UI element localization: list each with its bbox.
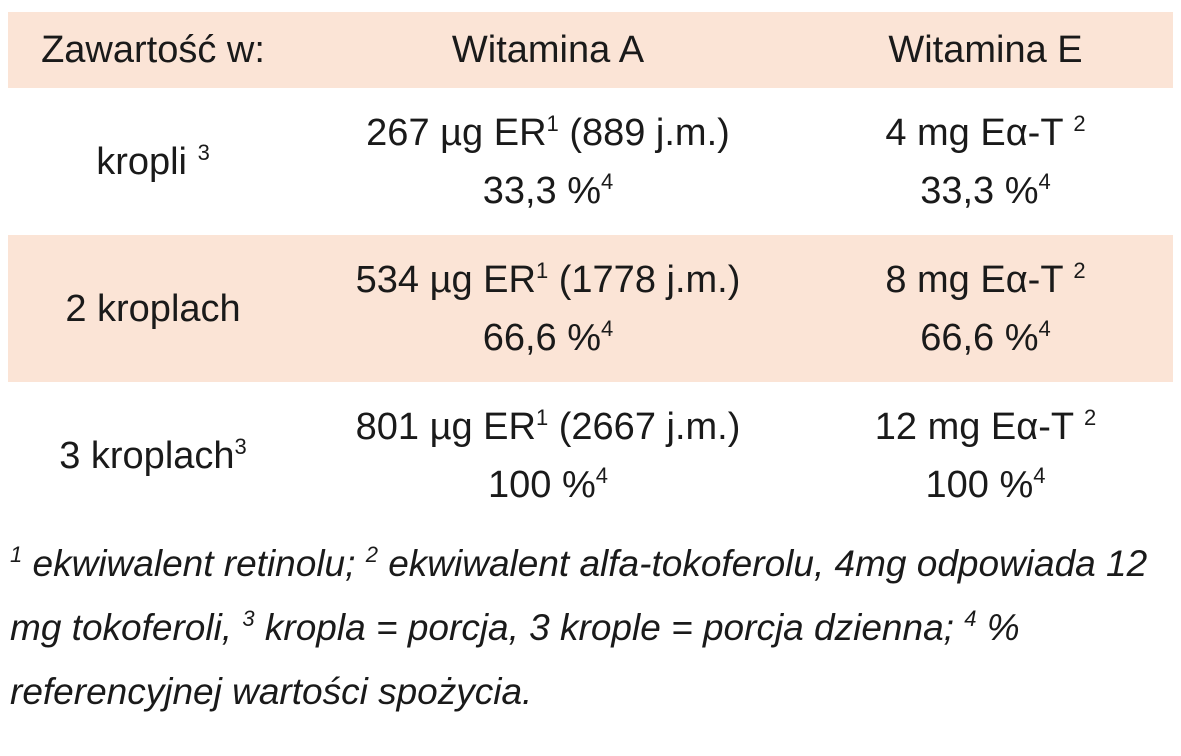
header-row: Zawartość w: Witamina A Witamina E [8, 12, 1173, 88]
footnote: 2 ekwiwalent alfa-tokoferolu, 4mg odpowi… [10, 543, 1147, 648]
row-label: 2 kroplach [8, 235, 298, 382]
superscript: 4 [601, 315, 614, 341]
cell-text: 100 % [925, 463, 1034, 506]
value-cell: 801 µg ER1 (2667 j.m.) 100 %4 [298, 382, 798, 529]
table-row: 2 kroplach 534 µg ER1 (1778 j.m.) 66,6 %4 8… [8, 235, 1173, 382]
cell-line: 3 kroplach3 [8, 427, 298, 485]
superscript: 4 [595, 462, 608, 488]
footnote: 1 ekwiwalent retinolu; [10, 543, 355, 584]
cell-text: (889 j.m.) [558, 111, 730, 154]
cell-text: kropli [96, 140, 198, 183]
footnote-mark: 3 [242, 606, 255, 631]
row-label: kropli 3 [8, 88, 298, 235]
value-cell: 267 µg ER1 (889 j.m.) 33,3 %4 [298, 88, 798, 235]
table-row: kropli 3 267 µg ER1 (889 j.m.) 33,3 %4 4 mg… [8, 88, 1173, 235]
cell-line: 4 mg Eα-T 2 [798, 104, 1173, 162]
value-cell: 8 mg Eα-T 2 66,6 %4 [798, 235, 1173, 382]
cell-line: 534 µg ER1 (1778 j.m.) [298, 251, 798, 309]
superscript: 3 [234, 433, 247, 459]
cell-text: 8 mg Eα-T [885, 258, 1074, 301]
cell-text: 267 µg ER [366, 111, 547, 154]
footnote-text: % referencyjnej wartości spożycia. [10, 607, 1020, 712]
superscript: 4 [1038, 315, 1051, 341]
cell-text: 33,3 % [482, 169, 602, 212]
cell-line: 801 µg ER1 (2667 j.m.) [298, 398, 798, 456]
value-cell: 4 mg Eα-T 2 33,3 %4 [798, 88, 1173, 235]
cell-line: 100 %4 [798, 456, 1173, 514]
row-label: 3 kroplach3 [8, 382, 298, 529]
superscript: 2 [1073, 110, 1086, 136]
superscript: 4 [1033, 462, 1046, 488]
vitamin-table: Zawartość w: Witamina A Witamina E kropli 3… [8, 12, 1173, 529]
header-cell: Witamina E [798, 12, 1173, 88]
cell-text: 4 mg Eα-T [885, 111, 1074, 154]
superscript: 1 [535, 404, 549, 430]
footnote: 4 % referencyjnej wartości spożycia. [10, 607, 1020, 712]
cell-text: 100 % [488, 463, 596, 506]
cell-text: 2 kroplach [65, 287, 241, 330]
footnote-mark: 1 [10, 542, 23, 567]
cell-line: 267 µg ER1 (889 j.m.) [298, 104, 798, 162]
footnote: 3 kropla = porcja, 3 krople = porcja dzi… [242, 607, 954, 648]
cell-line: 66,6 %4 [298, 309, 798, 367]
cell-text: (1778 j.m.) [548, 258, 741, 301]
header-cell: Zawartość w: [8, 12, 298, 88]
table-row: 3 kroplach3 801 µg ER1 (2667 j.m.) 100 %4 1… [8, 382, 1173, 529]
cell-text: 3 kroplach [59, 434, 235, 477]
superscript: 2 [1073, 257, 1086, 283]
cell-text: 12 mg Eα-T [874, 405, 1084, 448]
superscript: 4 [601, 168, 614, 194]
superscript: 3 [197, 139, 210, 165]
cell-text: 66,6 % [482, 316, 602, 359]
value-cell: 534 µg ER1 (1778 j.m.) 66,6 %4 [298, 235, 798, 382]
header-cell: Witamina A [298, 12, 798, 88]
cell-line: 12 mg Eα-T 2 [798, 398, 1173, 456]
cell-text: 33,3 % [920, 169, 1039, 212]
footnote-mark: 2 [365, 542, 378, 567]
cell-line: 33,3 %4 [798, 162, 1173, 220]
cell-line: 33,3 %4 [298, 162, 798, 220]
superscript: 2 [1083, 404, 1097, 430]
cell-line: 66,6 %4 [798, 309, 1173, 367]
cell-text: (2667 j.m.) [548, 405, 741, 448]
cell-line: kropli 3 [8, 133, 298, 191]
footnote-text: ekwiwalent retinolu; [22, 543, 356, 584]
cell-line: 2 kroplach [8, 280, 298, 338]
superscript: 4 [1038, 168, 1051, 194]
superscript: 1 [546, 110, 559, 136]
footnotes: 1 ekwiwalent retinolu; 2 ekwiwalent alfa… [10, 532, 1175, 724]
cell-line: 8 mg Eα-T 2 [798, 251, 1173, 309]
footnote-text: ekwiwalent alfa-tokoferolu, 4mg odpowiad… [10, 543, 1148, 648]
value-cell: 12 mg Eα-T 2 100 %4 [798, 382, 1173, 529]
superscript: 1 [535, 257, 549, 283]
footnote-mark: 4 [964, 606, 977, 631]
cell-line: 100 %4 [298, 456, 798, 514]
cell-text: 801 µg ER [355, 405, 536, 448]
cell-text: 534 µg ER [355, 258, 536, 301]
cell-text: 66,6 % [920, 316, 1039, 359]
footnote-text: kropla = porcja, 3 krople = porcja dzien… [254, 607, 954, 648]
